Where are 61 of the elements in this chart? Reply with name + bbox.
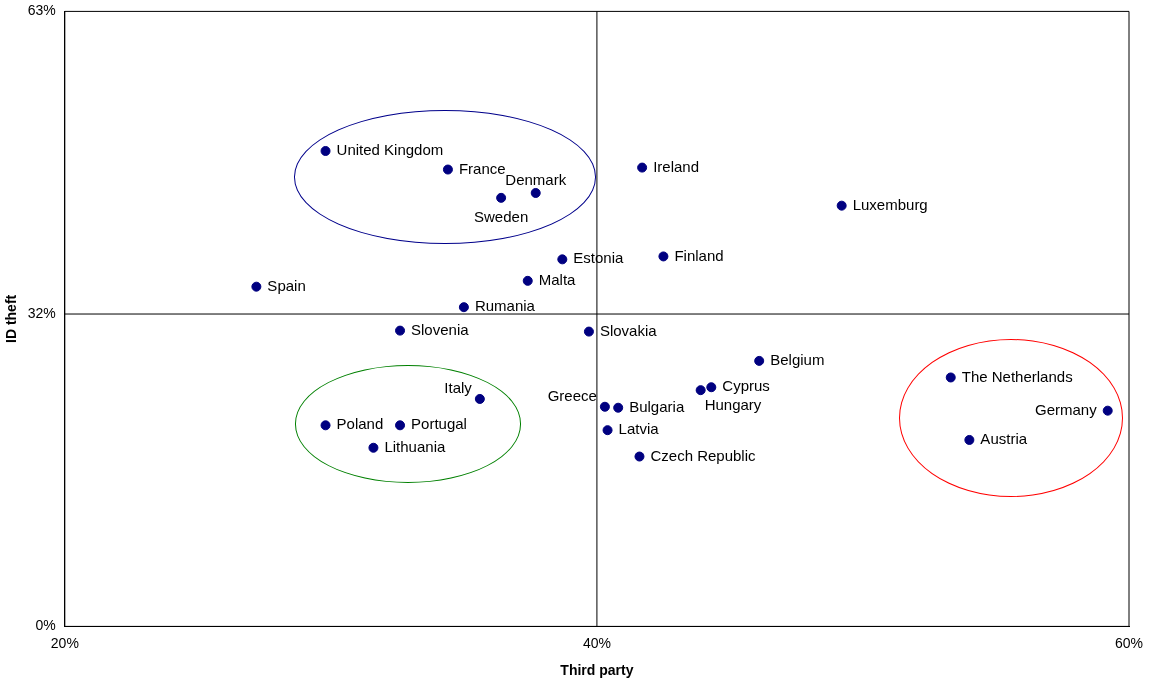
annotation: Belgium <box>770 351 825 369</box>
annotation: Lithuania <box>384 437 446 455</box>
x-tick-label: 40% <box>582 634 611 651</box>
annotation: United Kingdom <box>336 141 444 159</box>
point <box>395 325 406 336</box>
point <box>395 420 406 431</box>
annotation: Denmark <box>505 171 567 189</box>
annotation: Slovenia <box>411 320 470 338</box>
point <box>251 281 262 292</box>
x-tick-label: 60% <box>1114 634 1144 651</box>
point <box>658 251 669 262</box>
annotation: The Netherlands <box>961 367 1073 385</box>
annotation: Cyprus <box>722 377 770 395</box>
x-axis-title: Third party <box>560 662 634 679</box>
point <box>945 372 956 383</box>
annotation: Portugal <box>411 415 467 433</box>
point <box>442 164 453 175</box>
x-tick-label: 20% <box>50 634 79 651</box>
annotation: France <box>458 159 506 177</box>
annotation: Latvia <box>618 420 660 438</box>
annotation: Ireland <box>653 157 700 175</box>
point <box>583 326 594 337</box>
y-axis-title: ID theft <box>3 294 20 344</box>
annotation: Germany <box>1035 400 1098 418</box>
y-tick-label: 32% <box>27 304 56 321</box>
point <box>836 200 847 211</box>
point <box>613 402 624 413</box>
point <box>695 385 706 396</box>
point <box>368 442 379 453</box>
annotation: Italy <box>444 379 473 397</box>
point <box>1102 405 1113 416</box>
point <box>634 451 645 462</box>
annotation: Bulgaria <box>629 397 685 415</box>
annotation: Czech Republic <box>650 446 757 464</box>
point <box>320 420 331 431</box>
y-tick-label: 0% <box>35 617 56 634</box>
point <box>522 275 533 286</box>
point <box>754 355 765 366</box>
point <box>320 146 331 156</box>
annotation: Austria <box>980 430 1028 448</box>
annotation: Malta <box>538 270 577 288</box>
annotation: Greece <box>547 386 597 404</box>
annotation: Hungary <box>704 395 762 413</box>
y-tick-label: 63% <box>27 2 56 19</box>
point <box>637 162 648 173</box>
annotation: Rumania <box>474 297 536 315</box>
annotation: Luxemburg <box>852 195 928 213</box>
annotation: Sweden <box>474 208 529 226</box>
annotation: Spain <box>267 276 306 294</box>
point <box>474 393 485 404</box>
annotation: Finland <box>674 246 724 264</box>
annotation: Poland <box>336 415 384 433</box>
point <box>964 434 975 445</box>
point <box>599 401 610 412</box>
point <box>496 192 507 203</box>
point <box>706 382 717 393</box>
point <box>530 187 541 198</box>
point <box>458 302 469 313</box>
annotation: Slovakia <box>599 321 658 339</box>
point <box>557 254 568 265</box>
point <box>602 425 613 436</box>
